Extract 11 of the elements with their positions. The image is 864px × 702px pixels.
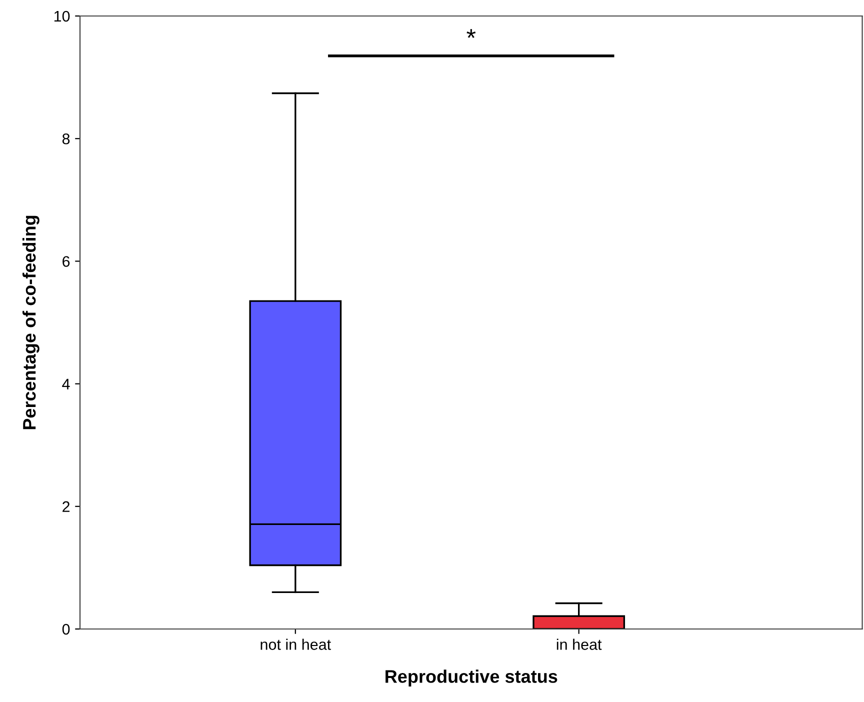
y-axis-title: Percentage of co-feeding bbox=[22, 216, 40, 430]
y-tick-label: 8 bbox=[62, 133, 70, 144]
y-tick-label: 6 bbox=[62, 256, 70, 267]
y-tick-label: 4 bbox=[62, 378, 70, 390]
y-tick-label: 0 bbox=[62, 624, 70, 635]
annotation: * bbox=[466, 29, 476, 38]
x-tick-label: not in heat bbox=[260, 638, 331, 650]
x-axis-title: Reproductive status bbox=[386, 670, 558, 686]
y-tick-label: 10 bbox=[54, 10, 70, 22]
y-tick-label: 2 bbox=[62, 501, 70, 512]
x-tick-label: in heat bbox=[556, 638, 602, 650]
